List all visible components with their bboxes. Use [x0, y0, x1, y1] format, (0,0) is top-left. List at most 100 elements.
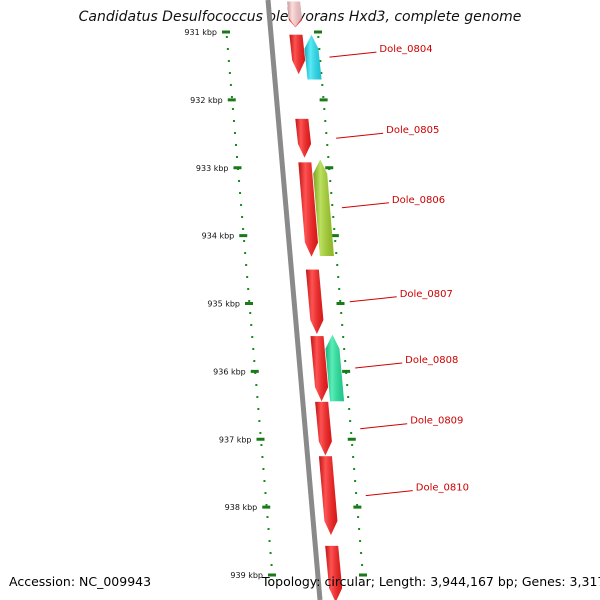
- scale-dot: [262, 468, 265, 470]
- scale-dot: [247, 288, 250, 290]
- gene-arrow[interactable]: [325, 334, 345, 402]
- outer-scale-dot: [321, 84, 324, 86]
- kbp-tick: [222, 30, 230, 34]
- scale-dot: [259, 432, 262, 434]
- gene-label[interactable]: Dole_0806: [392, 195, 445, 206]
- outer-scale-dot: [317, 36, 320, 38]
- scale-dot: [253, 360, 256, 362]
- scale-dot: [268, 540, 271, 542]
- kbp-tick: [239, 234, 248, 238]
- gene-arrow[interactable]: [325, 545, 343, 600]
- gene-arrow[interactable]: [289, 34, 306, 75]
- gene-label[interactable]: Dole_0804: [379, 44, 432, 55]
- outer-scale-dot: [357, 516, 360, 518]
- outer-scale-dot: [346, 384, 349, 386]
- outer-scale-dot: [342, 336, 345, 338]
- outer-scale-dot: [322, 96, 325, 98]
- scale-dot: [256, 396, 259, 398]
- gene-arrow[interactable]: [295, 118, 312, 158]
- outer-kbp-tick: [319, 98, 328, 102]
- kbp-tick: [256, 437, 265, 441]
- gene-arrow[interactable]: [304, 34, 322, 80]
- kbp-tick: [245, 302, 253, 305]
- gene-arrow[interactable]: [298, 162, 318, 257]
- outer-scale-dot: [336, 264, 339, 266]
- scale-dot: [238, 180, 241, 182]
- kbp-tick-label: 933 kbp: [196, 164, 229, 173]
- scale-dot: [245, 264, 248, 266]
- scale-dot: [243, 240, 246, 242]
- scale-dot: [249, 312, 252, 314]
- scale-dot: [254, 372, 257, 374]
- gene-label[interactable]: Dole_0805: [386, 125, 439, 136]
- scale-dot: [266, 516, 269, 518]
- outer-scale-dot: [324, 120, 327, 122]
- kbp-tick-label: 931 kbp: [184, 28, 217, 37]
- gene-arrow[interactable]: [287, 1, 302, 27]
- kbp-tick-label: 936 kbp: [213, 367, 246, 376]
- gene-label-leader: [349, 296, 397, 303]
- outer-scale-dot: [320, 72, 323, 74]
- outer-scale-dot: [326, 144, 329, 146]
- kbp-tick: [268, 573, 276, 577]
- outer-scale-dot: [358, 528, 361, 530]
- outer-scale-dot: [355, 492, 358, 494]
- outer-scale-dot: [334, 240, 337, 242]
- outer-kbp-tick: [347, 437, 356, 441]
- gene-label[interactable]: Dole_0810: [416, 483, 469, 494]
- outer-scale-dot: [353, 468, 356, 470]
- gene-label[interactable]: Dole_0807: [400, 289, 453, 300]
- scale-dot: [225, 36, 228, 38]
- scale-dot: [251, 336, 254, 338]
- outer-kbp-tick: [353, 505, 362, 509]
- outer-scale-dot: [348, 408, 351, 410]
- outer-scale-dot: [339, 300, 342, 302]
- genome-backbone: [265, 0, 323, 600]
- kbp-tick-label: 932 kbp: [190, 96, 223, 105]
- outer-scale-dot: [349, 420, 352, 422]
- scale-dot: [232, 120, 235, 122]
- outer-scale-dot: [325, 132, 328, 134]
- genome-summary-text: Topology: circular; Length: 3,944,167 bp…: [262, 574, 600, 589]
- scale-dot: [255, 384, 258, 386]
- gene-arrow[interactable]: [305, 269, 324, 335]
- scale-dot: [246, 276, 249, 278]
- outer-scale-dot: [329, 180, 332, 182]
- gene-label-leader: [360, 423, 408, 430]
- outer-scale-dot: [350, 432, 353, 434]
- outer-kbp-tick: [330, 234, 339, 238]
- scale-dot: [244, 252, 247, 254]
- kbp-tick-label: 938 kbp: [225, 503, 258, 512]
- gene-label[interactable]: Dole_0808: [405, 355, 458, 366]
- outer-kbp-tick: [314, 30, 322, 34]
- outer-scale-dot: [340, 312, 343, 314]
- outer-scale-dot: [354, 480, 357, 482]
- outer-scale-dot: [332, 216, 335, 218]
- outer-scale-dot: [344, 360, 347, 362]
- scale-dot: [258, 420, 261, 422]
- outer-scale-dot: [356, 504, 359, 506]
- scale-dot: [242, 228, 245, 230]
- scale-dot: [265, 504, 268, 506]
- gene-arrow[interactable]: [315, 401, 332, 456]
- gene-arrow[interactable]: [318, 456, 338, 535]
- accession-text: Accession: NC_009943: [9, 574, 152, 589]
- kbp-tick: [227, 98, 236, 102]
- outer-scale-dot: [330, 192, 333, 194]
- outer-scale-dot: [319, 60, 322, 62]
- gene-labels[interactable]: Dole_0804 Dole_0805 Dole_0806 Dole_0807 Dole…: [329, 44, 469, 497]
- outer-scale-dot: [327, 156, 330, 158]
- gene-arrow[interactable]: [310, 336, 329, 402]
- scale-dot: [248, 300, 251, 302]
- gene-arrow[interactable]: [313, 159, 334, 256]
- scale-dot: [239, 192, 242, 194]
- scale-dot: [226, 48, 229, 50]
- backbone-line: [265, 0, 323, 600]
- outer-kbp-tick: [325, 166, 334, 170]
- scale-dot: [263, 480, 266, 482]
- gene-label[interactable]: Dole_0809: [410, 416, 463, 427]
- kbp-tick-label: 935 kbp: [207, 300, 240, 309]
- gene-features[interactable]: [287, 1, 345, 600]
- kbp-tick: [233, 166, 242, 170]
